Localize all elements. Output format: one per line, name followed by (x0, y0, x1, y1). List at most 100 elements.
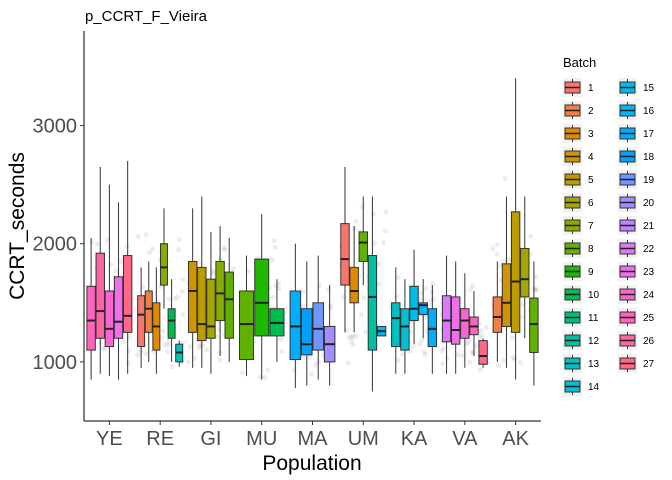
data-point (135, 233, 141, 240)
data-point (422, 285, 429, 292)
data-point (328, 302, 334, 309)
box-MA-batch-18 (301, 308, 313, 356)
legend-label: 27 (643, 359, 655, 370)
data-point (271, 237, 277, 243)
data-point (102, 345, 108, 352)
box-YE-batch-27 (122, 255, 133, 333)
chart-title: p_CCRT_F_Vieira (85, 8, 208, 25)
y-tick-label: 2000 (33, 234, 78, 256)
data-point (464, 340, 470, 347)
data-point (421, 314, 427, 320)
data-point (502, 175, 508, 182)
data-point (421, 349, 427, 355)
data-point (169, 363, 175, 370)
data-point (113, 268, 119, 274)
data-point (429, 289, 435, 295)
data-point (104, 237, 111, 243)
y-ticks: 1000 2000 3000 (33, 116, 84, 374)
data-point (269, 257, 275, 263)
data-point (467, 287, 474, 293)
data-point (308, 371, 315, 377)
legend-label: 26 (643, 336, 655, 347)
data-point (341, 294, 347, 300)
x-ticks: YE RE GI MU MA UM KA VA AK (96, 421, 530, 450)
legend: Batch 1234567891011121314151617181920212… (563, 55, 655, 396)
data-point (272, 244, 278, 250)
data-point (494, 251, 500, 257)
box-GI-batch-6 (206, 278, 216, 339)
box-GI-batch-4 (187, 260, 198, 333)
data-point (518, 360, 524, 366)
data-point (159, 334, 165, 341)
data-point (278, 336, 284, 343)
data-point (196, 258, 202, 265)
box-KA-batch-15 (409, 285, 419, 322)
data-point (89, 239, 95, 245)
data-point (164, 349, 171, 355)
legend-label: 2 (588, 106, 594, 117)
legend-label: 9 (588, 267, 594, 278)
data-point (230, 266, 236, 272)
data-point (439, 361, 445, 367)
data-point (423, 351, 429, 358)
data-point (125, 360, 131, 366)
data-point (361, 295, 367, 301)
data-point (204, 347, 210, 353)
data-point (350, 342, 356, 348)
data-point (473, 343, 479, 349)
data-point (175, 246, 181, 253)
data-point (359, 312, 365, 318)
box-UM-batch-3 (349, 266, 359, 304)
x-tick-label: MA (298, 428, 329, 450)
data-point (216, 326, 223, 333)
box-VA-batch-27 (478, 340, 488, 365)
data-point (345, 360, 351, 366)
data-point (363, 329, 369, 335)
box-VA-batch-22 (441, 295, 452, 343)
box-RE-batch-10 (167, 308, 176, 339)
data-point (395, 357, 401, 363)
x-axis-title: Population (262, 452, 361, 475)
data-point (372, 240, 378, 246)
box-RE-batch-7 (159, 243, 168, 286)
data-point (316, 282, 323, 289)
data-point (509, 334, 515, 341)
legend-label: 19 (643, 175, 655, 186)
data-point (185, 359, 191, 365)
box-RE-batch-1 (137, 295, 146, 348)
box-KA-batch-14 (400, 308, 410, 351)
legend-label: 4 (588, 152, 594, 163)
data-point (479, 332, 485, 338)
legend-label: 6 (588, 198, 594, 209)
data-point (187, 343, 193, 350)
data-point (348, 334, 354, 340)
legend-label: 12 (588, 336, 600, 347)
data-point (176, 237, 182, 243)
data-point (270, 294, 276, 300)
legend-label: 8 (588, 244, 594, 255)
data-point (121, 339, 127, 345)
data-point (483, 324, 489, 331)
data-point (469, 283, 476, 289)
box-GI-batch-5 (197, 266, 207, 342)
legend-label: 7 (588, 221, 594, 232)
data-point (346, 335, 352, 341)
box-AK-batch-8 (529, 297, 539, 353)
legend-label: 21 (643, 221, 655, 232)
data-point (466, 338, 472, 344)
data-point (418, 337, 425, 343)
data-point (478, 327, 484, 333)
data-point (327, 305, 333, 312)
box-VA-batch-24 (460, 308, 470, 339)
box-VA-batch-23 (450, 296, 461, 345)
data-point (146, 249, 153, 256)
x-tick-label: VA (452, 428, 478, 450)
data-point (179, 288, 185, 294)
x-tick-label: RE (146, 428, 174, 450)
data-point (375, 261, 382, 267)
data-point (100, 346, 106, 352)
legend-label: 22 (643, 244, 655, 255)
data-point (520, 302, 526, 308)
data-point (165, 342, 171, 348)
x-tick-label: YE (96, 428, 123, 450)
